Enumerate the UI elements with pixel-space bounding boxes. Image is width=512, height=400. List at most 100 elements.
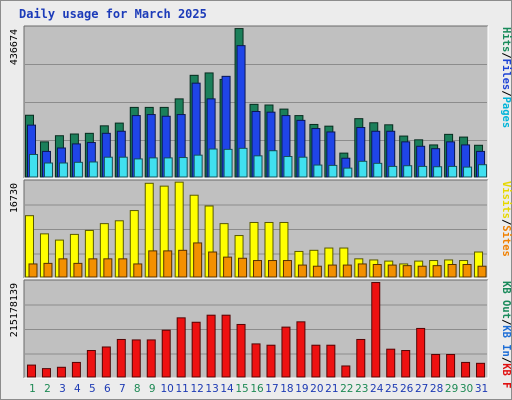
kbytes-bar — [191, 321, 201, 378]
legend-panel-2: Visits/Sites — [500, 181, 512, 257]
kbytes-bar — [356, 338, 366, 378]
day-label: 4 — [74, 383, 81, 395]
kbytes-bar — [371, 282, 381, 378]
kbytes-bar — [251, 343, 261, 378]
sites-bar — [253, 260, 263, 278]
pages-bar — [148, 157, 158, 178]
day-label: 6 — [104, 383, 111, 395]
kbytes-bar — [146, 339, 156, 378]
day-label: 1 — [29, 383, 36, 395]
pages-bar — [43, 162, 53, 178]
day-label: 5 — [89, 383, 96, 395]
legend-item: Files — [500, 59, 512, 91]
sites-bar — [357, 263, 367, 278]
sites-bar — [417, 265, 427, 278]
legend-separator: / — [500, 52, 512, 58]
day-label: 11 — [175, 383, 188, 395]
day-label: 10 — [161, 383, 174, 395]
page-title: Daily usage for March 2025 — [19, 7, 207, 21]
day-label: 31 — [475, 383, 488, 395]
day-label: 14 — [220, 383, 234, 395]
day-label: 22 — [340, 383, 353, 395]
legend-separator: / — [500, 219, 512, 225]
kbytes-bar — [386, 348, 396, 378]
pages-bar — [58, 162, 68, 178]
sites-bar — [148, 250, 158, 278]
day-label: 2 — [44, 383, 51, 395]
day-label: 18 — [280, 383, 293, 395]
sites-bar — [133, 263, 143, 278]
day-label: 19 — [295, 383, 308, 395]
panel-1-max-label: 436674 — [9, 29, 20, 65]
pages-bar — [418, 165, 428, 178]
day-label: 28 — [430, 383, 443, 395]
pages-bar — [358, 160, 368, 178]
pages-bar — [238, 147, 248, 178]
kbytes-bar — [326, 344, 336, 378]
kbytes-bar — [296, 321, 306, 378]
pages-bar — [133, 158, 143, 178]
pages-bar — [88, 161, 98, 178]
kbytes-bar — [101, 346, 111, 378]
pages-bar — [298, 156, 308, 178]
legend-panel-1: Hits/Files/Pages — [500, 27, 512, 128]
sites-bar — [163, 250, 173, 278]
sites-bar — [58, 258, 68, 278]
day-label: 25 — [385, 383, 398, 395]
legend-item: KB In — [500, 325, 512, 357]
sites-bar — [327, 264, 337, 278]
kbytes-bar — [86, 350, 96, 378]
kbytes-bar — [416, 327, 426, 378]
kbytes-bar — [341, 365, 351, 378]
day-label: 24 — [370, 383, 384, 395]
day-label: 13 — [205, 383, 218, 395]
pages-bar — [343, 167, 353, 178]
day-label: 17 — [265, 383, 278, 395]
pages-bar — [328, 164, 338, 178]
sites-bar — [342, 264, 352, 278]
kbytes-bar — [236, 323, 246, 378]
kbytes-bar — [266, 344, 276, 378]
pages-bar — [223, 148, 233, 178]
sites-bar — [432, 265, 442, 278]
panel-3-max-label: 215178139 — [9, 283, 20, 337]
day-label: 15 — [235, 383, 248, 395]
pages-bar — [178, 157, 188, 178]
day-label: 23 — [355, 383, 368, 395]
pages-bar — [283, 156, 293, 178]
kbytes-bar — [431, 353, 441, 378]
sites-bar — [447, 264, 457, 278]
pages-bar — [373, 162, 383, 178]
kbytes-bar — [476, 362, 486, 378]
legend-separator: / — [500, 357, 512, 363]
pages-bar — [448, 165, 458, 178]
kbytes-bar — [281, 326, 291, 378]
legend-item: KB Out — [500, 281, 512, 319]
sites-bar — [312, 265, 322, 278]
pages-bar — [388, 165, 398, 178]
pages-bar — [463, 166, 473, 178]
day-label: 8 — [134, 383, 141, 395]
day-label: 16 — [250, 383, 264, 395]
pages-bar — [478, 164, 488, 178]
kbytes-bar — [116, 338, 126, 378]
sites-bar — [223, 256, 233, 278]
kbytes-bar — [221, 314, 231, 378]
legend-item: Sites — [500, 225, 512, 257]
pages-bar — [403, 165, 413, 178]
sites-bar — [88, 258, 98, 278]
day-label: 9 — [149, 383, 156, 395]
kbytes-bar — [27, 364, 36, 378]
day-label: 26 — [400, 383, 414, 395]
legend-separator: / — [500, 319, 512, 325]
sites-bar — [43, 262, 53, 278]
pages-bar — [433, 166, 443, 178]
kbytes-bar — [56, 366, 66, 378]
pages-bar — [118, 156, 128, 178]
kbytes-bar — [446, 353, 456, 378]
kbytes-bar — [131, 339, 141, 378]
sites-bar — [402, 265, 412, 278]
kbytes-bar — [311, 344, 321, 378]
sites-bar — [118, 258, 128, 278]
